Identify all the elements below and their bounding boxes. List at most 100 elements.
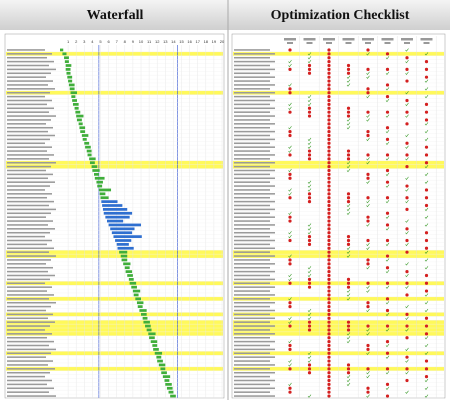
row-label xyxy=(7,282,45,285)
row-label xyxy=(7,60,54,63)
check-row-label xyxy=(234,161,275,164)
fail-icon xyxy=(327,231,331,235)
row-label xyxy=(7,360,53,362)
request-bar xyxy=(110,227,135,231)
fail-icon xyxy=(366,281,370,285)
row-label xyxy=(7,286,52,288)
fail-icon xyxy=(327,386,331,390)
pass-icon xyxy=(288,277,292,282)
fail-icon xyxy=(366,133,370,138)
pass-icon xyxy=(366,308,370,313)
fail-icon xyxy=(327,375,331,379)
pass-icon xyxy=(346,254,351,258)
fail-icon xyxy=(288,172,292,176)
fail-icon xyxy=(346,71,351,75)
fail-icon xyxy=(307,363,312,367)
check-row-label xyxy=(234,352,270,355)
pass-icon xyxy=(288,63,292,68)
fail-icon xyxy=(405,207,409,211)
fail-icon xyxy=(405,110,409,114)
row-label xyxy=(7,383,47,386)
check-row-label xyxy=(234,88,270,90)
fail-icon xyxy=(307,235,312,239)
pass-icon xyxy=(346,382,351,387)
pass-icon xyxy=(405,390,409,394)
check-row-label xyxy=(234,231,275,234)
pass-icon xyxy=(385,56,390,60)
pass-icon xyxy=(385,87,390,91)
check-row-label xyxy=(234,371,275,374)
x-tick-label: 19 xyxy=(212,39,217,44)
fail-icon xyxy=(327,340,331,344)
check-row-label xyxy=(234,305,270,308)
row-highlight xyxy=(6,90,223,95)
check-row-label xyxy=(234,216,275,218)
request-bar xyxy=(146,328,152,332)
fail-icon xyxy=(327,359,331,363)
fail-icon xyxy=(346,324,351,328)
fail-icon xyxy=(385,297,390,301)
row-highlight xyxy=(6,324,223,328)
row-label xyxy=(7,119,51,121)
fail-icon xyxy=(424,332,429,336)
request-bar xyxy=(160,367,166,371)
check-row-label xyxy=(234,321,270,323)
pass-icon xyxy=(346,289,351,293)
row-label xyxy=(7,274,55,277)
row-label xyxy=(7,165,51,168)
fail-icon xyxy=(346,238,351,243)
row-label xyxy=(7,395,56,397)
fail-icon xyxy=(327,126,331,130)
pass-icon xyxy=(366,157,370,161)
row-label xyxy=(7,336,47,339)
row-highlight xyxy=(6,312,223,317)
fail-icon xyxy=(288,347,292,351)
pass-icon xyxy=(385,215,390,219)
fail-icon xyxy=(366,172,370,176)
pass-icon xyxy=(288,363,292,367)
row-label xyxy=(7,134,55,137)
fail-icon xyxy=(385,382,390,386)
pass-icon xyxy=(307,56,312,60)
fail-icon xyxy=(327,355,331,359)
pass-icon xyxy=(424,301,429,305)
pass-icon xyxy=(366,285,370,289)
fail-icon xyxy=(327,172,331,176)
x-tick-label: 2 xyxy=(75,39,78,44)
pass-icon xyxy=(385,258,390,262)
pass-icon xyxy=(366,375,370,379)
row-label xyxy=(7,169,46,172)
check-row-label xyxy=(234,235,270,238)
check-row-label xyxy=(234,177,275,180)
request-bar xyxy=(77,118,82,122)
column-header xyxy=(381,38,394,41)
row-label xyxy=(7,111,49,113)
request-bar xyxy=(156,355,162,359)
row-highlight xyxy=(6,164,223,169)
pass-icon xyxy=(385,312,390,317)
check-row-label xyxy=(234,282,270,285)
fail-icon xyxy=(307,328,312,332)
fail-icon xyxy=(385,52,390,56)
request-bar xyxy=(69,87,75,91)
pass-icon xyxy=(366,137,370,142)
request-bar xyxy=(64,60,69,63)
fail-icon xyxy=(327,250,331,254)
check-row-label xyxy=(234,173,270,176)
row-label xyxy=(7,91,50,94)
request-bar xyxy=(148,332,156,336)
pass-icon xyxy=(424,87,429,91)
fail-icon xyxy=(424,238,429,243)
request-bar xyxy=(117,246,134,250)
fail-icon xyxy=(327,320,331,324)
pass-icon xyxy=(346,79,351,83)
fail-icon xyxy=(307,320,312,324)
request-bar xyxy=(91,165,98,168)
fail-icon xyxy=(346,235,351,239)
fail-icon xyxy=(288,324,292,328)
fail-icon xyxy=(424,110,429,114)
fail-icon xyxy=(366,196,370,200)
fail-icon xyxy=(346,106,351,110)
fail-icon xyxy=(327,242,331,246)
row-label xyxy=(7,212,51,215)
